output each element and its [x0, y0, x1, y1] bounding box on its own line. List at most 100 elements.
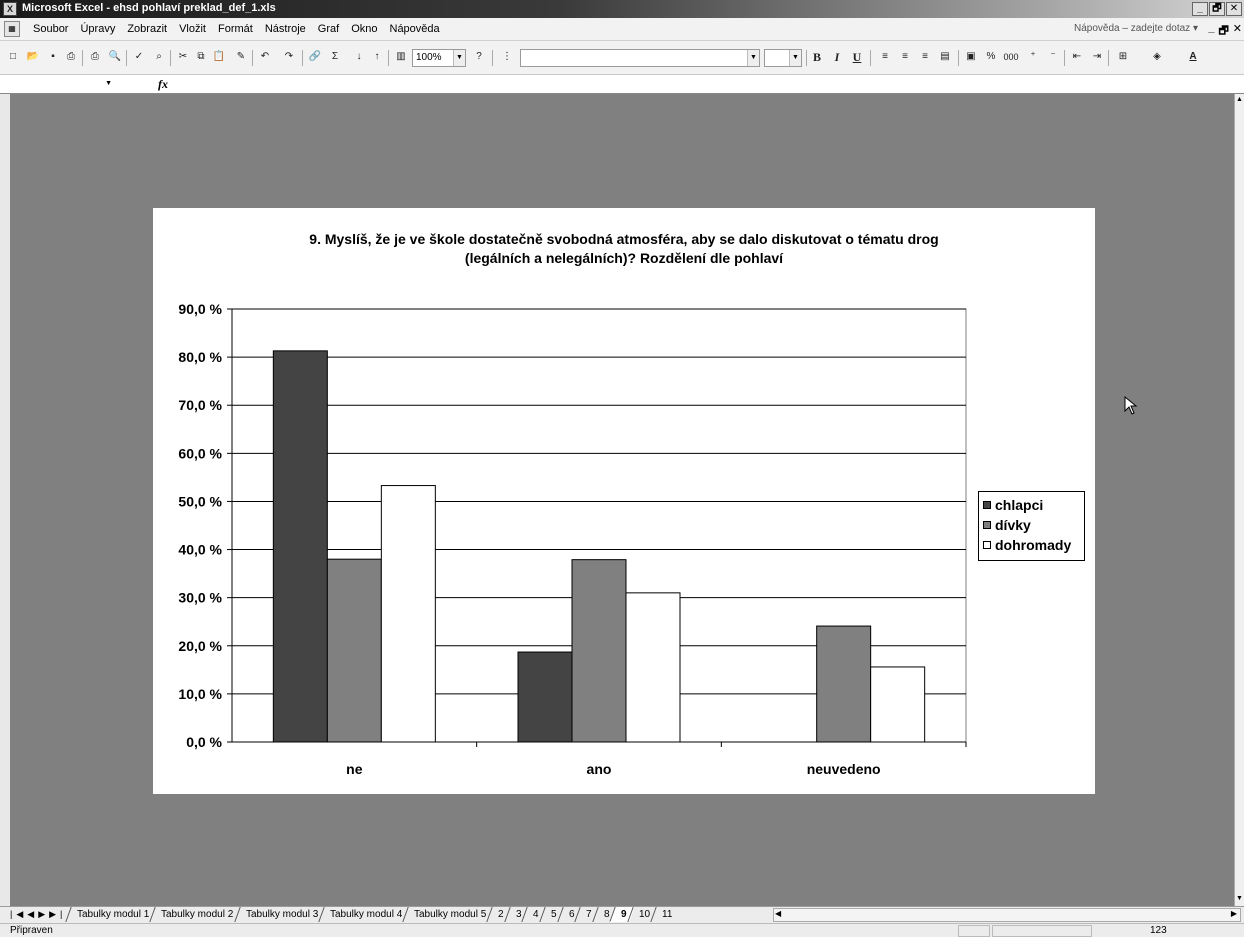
align-left-icon[interactable]: ≡ [882, 51, 888, 62]
thousands-button[interactable]: 000 [1003, 52, 1019, 62]
sheet-tab[interactable]: Tabulky modul 4 [318, 907, 410, 922]
increase-indent-icon[interactable]: ⇥ [1092, 51, 1102, 62]
sheet-tabs: Tabulky modul 1 Tabulky modul 2 Tabulky … [65, 907, 681, 922]
scroll-left-icon[interactable]: ◀ [775, 909, 782, 918]
x-tick-label: ano [587, 761, 612, 777]
percent-button[interactable]: % [986, 51, 996, 62]
print-preview-icon[interactable]: 🔍 [108, 51, 122, 62]
doc-close-button[interactable]: ✕ [1232, 23, 1242, 35]
chart-wizard-icon[interactable]: ▥ [396, 51, 406, 62]
chart-area[interactable]: 9. Myslíš, že je ve škole dostatečně svo… [153, 208, 1095, 794]
menu-okno[interactable]: Okno [351, 23, 378, 35]
scroll-up-icon[interactable]: ▲ [1236, 96, 1243, 103]
merge-center-icon[interactable]: ▤ [940, 51, 950, 62]
window-titlebar: X Microsoft Excel - ehsd pohlaví preklad… [0, 0, 1244, 18]
font-size-select[interactable]: ▼ [764, 49, 802, 67]
print-icon[interactable]: ⎙ [91, 51, 99, 62]
format-painter-icon[interactable]: ✎ [236, 51, 246, 62]
decrease-indent-icon[interactable]: ⇤ [1072, 51, 1082, 62]
sheet-tab[interactable]: Tabulky modul 5 [402, 907, 495, 922]
menu-vlozit[interactable]: Vložit [179, 23, 206, 35]
bar-chlapci [517, 651, 573, 743]
prev-tab-icon[interactable]: ◀ [27, 909, 39, 919]
chart-title-line-2: (legálních a nelegálních)? Rozdělení dle… [464, 250, 784, 266]
close-button[interactable]: ✕ [1226, 2, 1242, 16]
name-box[interactable]: ▼ [2, 76, 114, 92]
mouse-cursor-icon [1124, 396, 1138, 415]
autosum-icon[interactable]: Σ [331, 51, 339, 62]
menu-napoveda[interactable]: Nápověda [389, 23, 440, 35]
next-tab-icon[interactable]: ▶ [38, 909, 50, 919]
chart-title[interactable]: 9. Myslíš, že je ve škole dostatečně svo… [213, 230, 1035, 268]
sort-descending-icon[interactable]: ↑ [374, 51, 380, 62]
y-tick-label: 0,0 % [186, 734, 222, 750]
sheet-tab[interactable]: Tabulky modul 3 [233, 907, 326, 922]
sheet-tab-label: 6 [568, 909, 575, 920]
currency-icon[interactable]: ▣ [966, 51, 976, 62]
chevron-down-icon: ▼ [789, 50, 801, 66]
menu-soubor[interactable]: Soubor [33, 23, 69, 35]
toolbar-grip-icon[interactable]: ⋮ [502, 51, 512, 62]
scroll-right-icon[interactable]: ▶ [1230, 909, 1237, 918]
last-tab-icon[interactable]: ▶| [49, 909, 67, 919]
help-icon[interactable]: ? [476, 51, 482, 62]
zoom-select[interactable]: 100% ▼ [412, 49, 466, 67]
research-icon[interactable]: ⌕ [156, 51, 162, 62]
font-name-select[interactable]: ▼ [520, 49, 760, 67]
menu-format[interactable]: Formát [217, 23, 253, 35]
chart-legend[interactable]: chlapci dívky dohromady [978, 491, 1085, 561]
sheet-tab[interactable]: 11 [650, 907, 681, 922]
chart-sheet-icon: ▦ [4, 21, 20, 37]
italic-button[interactable]: I [834, 50, 840, 64]
bold-button[interactable]: B [812, 50, 821, 64]
redo-icon[interactable]: ↷ [284, 51, 294, 62]
borders-icon[interactable]: ⊞ [1118, 51, 1128, 62]
horizontal-scrollbar[interactable]: ◀ ▶ [773, 908, 1241, 922]
align-right-icon[interactable]: ≡ [922, 51, 928, 62]
sheet-tab[interactable]: Tabulky modul 2 [149, 907, 242, 922]
legend-swatch [983, 521, 991, 529]
copy-icon[interactable]: ⧉ [197, 51, 205, 62]
scroll-down-icon[interactable]: ▼ [1236, 895, 1243, 902]
fill-color-icon[interactable]: ◈ [1153, 51, 1161, 62]
sheet-tab[interactable]: Tabulky modul 1 [65, 907, 157, 922]
toolbar-separator [388, 50, 389, 66]
doc-restore-button[interactable]: 🗗 [1218, 25, 1229, 37]
y-tick-label: 40,0 % [178, 542, 222, 558]
minimize-button[interactable]: _ [1192, 2, 1208, 16]
paste-icon[interactable]: 📋 [212, 51, 226, 62]
open-folder-icon[interactable]: 📂 [26, 51, 40, 62]
save-icon[interactable]: ▪ [51, 51, 55, 62]
font-color-icon[interactable]: A [1189, 51, 1197, 62]
vertical-scrollbar[interactable]: ▲ ▼ [1234, 94, 1244, 906]
sheet-tab-label: 9 [621, 909, 627, 920]
restore-button[interactable]: 🗗 [1209, 2, 1225, 16]
tab-navigation[interactable]: |◀◀▶▶| [10, 909, 66, 920]
y-tick-label: 10,0 % [178, 686, 222, 702]
help-search-input[interactable]: Nápověda – zadejte dotaz ▾ [1073, 23, 1198, 34]
permission-icon[interactable]: ⎙ [67, 51, 75, 62]
align-center-icon[interactable]: ≡ [902, 51, 908, 62]
menu-nastroje[interactable]: Nástroje [264, 23, 306, 35]
menu-upravy[interactable]: Úpravy [80, 23, 116, 35]
first-tab-icon[interactable]: |◀ [10, 909, 28, 919]
legend-swatch [983, 501, 991, 509]
legend-item-divky: dívky [983, 515, 1084, 535]
undo-icon[interactable]: ↶ [260, 51, 270, 62]
legend-label: dohromady [995, 537, 1072, 553]
cut-icon[interactable]: ✂ [178, 51, 188, 62]
decrease-decimal-icon[interactable]: ⁻ [1050, 51, 1056, 62]
insert-function-button[interactable]: fx [158, 77, 168, 91]
sort-ascending-icon[interactable]: ↓ [356, 51, 362, 62]
menu-zobrazit[interactable]: Zobrazit [127, 23, 168, 35]
underline-button[interactable]: U [852, 50, 862, 64]
chart-plot[interactable]: 0,0 % 10,0 % 20,0 % 30,0 % 40,0 % 50,0 % 60,0 … [153, 208, 1095, 794]
increase-decimal-icon[interactable]: ⁺ [1030, 51, 1036, 62]
sheet-tab-label: 10 [638, 909, 650, 920]
spelling-icon[interactable]: ✓ [134, 51, 144, 62]
menu-graf[interactable]: Graf [317, 23, 340, 35]
y-tick-label: 30,0 % [178, 590, 222, 606]
hyperlink-icon[interactable]: 🔗 [308, 51, 322, 62]
doc-minimize-button[interactable]: _ [1208, 22, 1215, 34]
new-document-icon[interactable]: □ [9, 51, 17, 62]
